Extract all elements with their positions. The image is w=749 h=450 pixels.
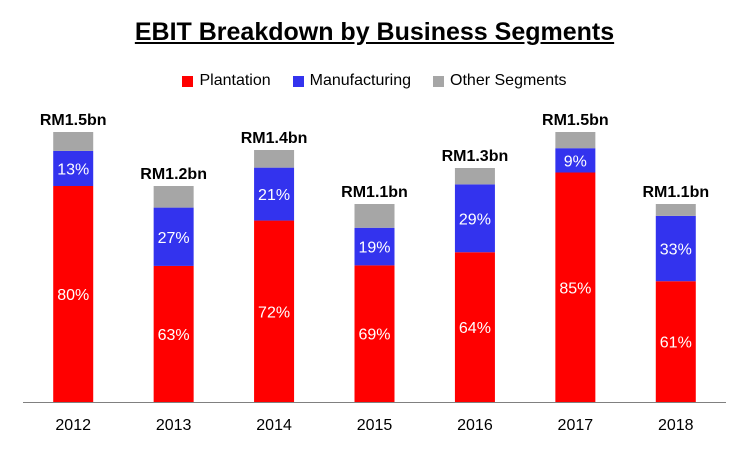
x-tick-label-2015: 2015: [357, 417, 393, 434]
total-label-2015: RM1.1bn: [341, 184, 408, 201]
x-tick-label-2013: 2013: [156, 417, 192, 434]
data-label-manufacturing-2014: 21%: [258, 187, 290, 204]
total-label-2017: RM1.5bn: [542, 112, 609, 129]
bar-other-segments-2015: [354, 204, 395, 228]
bar-other-segments-2016: [454, 168, 495, 185]
data-label-manufacturing-2012: 13%: [57, 161, 89, 178]
x-tick-label-2014: 2014: [256, 417, 292, 434]
data-label-manufacturing-2017: 9%: [564, 153, 587, 170]
total-label-2018: RM1.1bn: [642, 184, 709, 201]
total-label-2013: RM1.2bn: [140, 166, 207, 183]
bar-manufacturing-2018: [655, 215, 696, 282]
bar-other-segments-2014: [254, 150, 295, 168]
bar-plantation-2014: [254, 220, 295, 402]
data-label-plantation-2014: 72%: [258, 304, 290, 321]
data-label-manufacturing-2015: 19%: [358, 240, 390, 257]
legend-swatch-plantation: [182, 75, 194, 87]
bar-manufacturing-2013: [153, 207, 194, 266]
bar-other-segments-2013: [153, 186, 194, 208]
bar-plantation-2012: [53, 186, 94, 402]
x-tick-label-2017: 2017: [558, 417, 594, 434]
bar-plantation-2016: [454, 252, 495, 402]
x-tick-label-2018: 2018: [658, 417, 694, 434]
data-label-plantation-2012: 80%: [57, 287, 89, 304]
bar-plantation-2017: [555, 172, 596, 402]
bar-manufacturing-2016: [454, 184, 495, 253]
data-label-plantation-2016: 64%: [459, 320, 491, 337]
x-tick-label-2016: 2016: [457, 417, 493, 434]
data-label-manufacturing-2013: 27%: [158, 230, 190, 247]
data-label-manufacturing-2018: 33%: [660, 242, 692, 259]
legend-swatch-manufacturing: [292, 75, 304, 87]
legend-swatch-other-segments: [433, 75, 445, 87]
bar-manufacturing-2015: [354, 227, 395, 266]
bar-manufacturing-2014: [254, 167, 295, 221]
legend-label-plantation: Plantation: [199, 72, 271, 89]
data-label-plantation-2013: 63%: [158, 327, 190, 344]
total-label-2016: RM1.3bn: [442, 148, 509, 165]
bar-other-segments-2012: [53, 132, 94, 151]
bar-other-segments-2017: [555, 132, 596, 149]
legend: Plantation Manufacturing Other Segments: [0, 72, 749, 90]
data-label-manufacturing-2016: 29%: [459, 211, 491, 228]
bar-other-segments-2018: [655, 204, 696, 216]
bar-manufacturing-2012: [53, 150, 94, 186]
bar-plantation-2018: [655, 281, 696, 402]
legend-label-other-segments: Other Segments: [450, 72, 567, 89]
bar-manufacturing-2017: [555, 148, 596, 173]
total-label-2012: RM1.5bn: [40, 112, 107, 129]
legend-label-manufacturing: Manufacturing: [309, 72, 412, 89]
bar-plantation-2013: [153, 265, 194, 402]
bar-plantation-2015: [354, 265, 395, 402]
data-label-plantation-2018: 61%: [660, 335, 692, 352]
legend-item-plantation: Plantation: [182, 72, 271, 90]
x-tick-label-2012: 2012: [55, 417, 91, 434]
legend-item-other-segments: Other Segments: [433, 72, 567, 90]
data-label-plantation-2017: 85%: [559, 280, 591, 297]
chart-title: EBIT Breakdown by Business Segments: [134, 18, 615, 46]
legend-item-manufacturing: Manufacturing: [292, 72, 412, 90]
data-label-plantation-2015: 69%: [358, 327, 390, 344]
total-label-2014: RM1.4bn: [241, 130, 308, 147]
